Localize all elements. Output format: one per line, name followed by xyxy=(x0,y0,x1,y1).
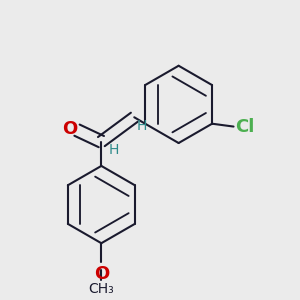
Text: CH₃: CH₃ xyxy=(88,282,114,296)
Text: O: O xyxy=(62,120,77,138)
Text: O: O xyxy=(94,265,109,283)
Text: H: H xyxy=(137,119,148,133)
Text: Cl: Cl xyxy=(235,118,254,136)
Text: H: H xyxy=(109,142,119,157)
